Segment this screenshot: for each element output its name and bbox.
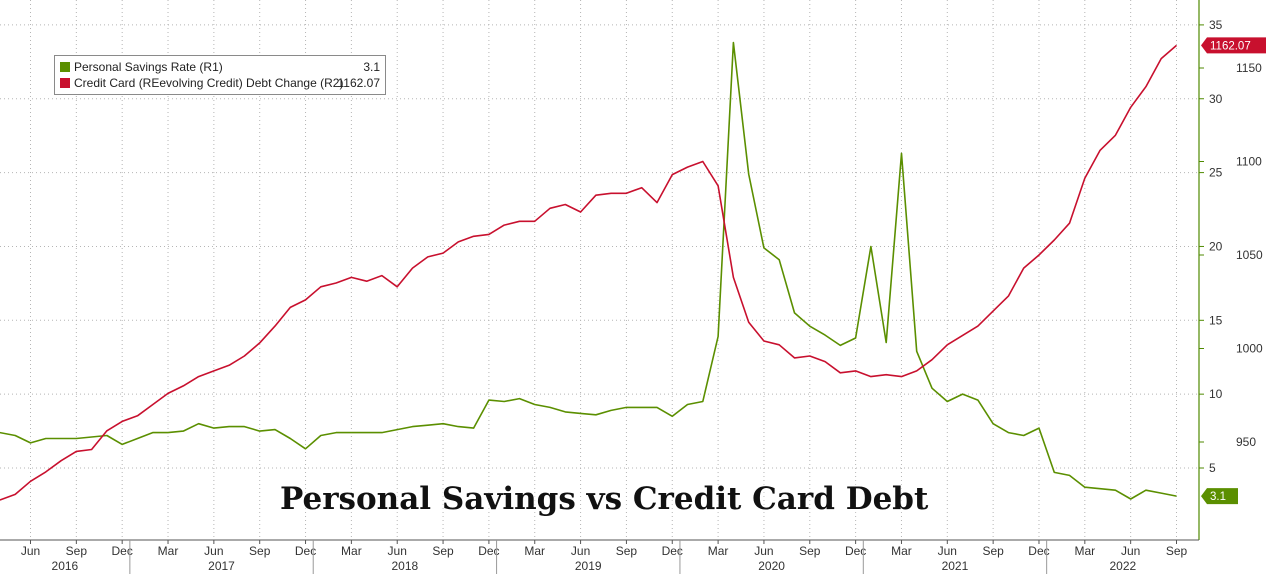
r1-tick-label: 25 [1209,166,1223,180]
month-tick-label: Sep [982,544,1004,558]
legend-label-credit: Credit Card (REevolving Credit) Debt Cha… [74,76,344,90]
chart-title: Personal Savings vs Credit Card Debt [280,481,929,517]
month-tick-label: Dec [478,544,499,558]
month-tick-label: Dec [662,544,683,558]
year-tick-label: 2021 [942,559,969,573]
month-tick-label: Sep [66,544,88,558]
month-tick-label: Sep [799,544,821,558]
axes [0,0,1200,541]
savings-rate-line [0,41,1177,500]
credit-last-value-label: 1162.07 [1210,40,1251,52]
legend-swatch-credit [60,78,70,88]
month-tick-label: Sep [249,544,271,558]
month-tick-label: Sep [616,544,638,558]
month-tick-label: Mar [524,544,545,558]
year-tick-label: 2016 [52,559,79,573]
legend-value-savings: 3.1 [363,60,380,74]
r1-tick-label: 30 [1209,92,1223,106]
legend-item-savings: Personal Savings Rate (R1) [60,59,223,75]
r1-tick-label: 35 [1209,18,1223,32]
legend-swatch-savings [60,62,70,72]
credit-last-value-tag [1201,37,1266,54]
month-tick-label: Jun [204,544,223,558]
legend-item-credit: Credit Card (REevolving Credit) Debt Cha… [60,75,343,91]
year-tick-label: 2020 [758,559,785,573]
month-tick-label: Jun [388,544,407,558]
month-tick-label: Jun [21,544,40,558]
r1-tick-label: 20 [1209,239,1223,253]
month-tick-label: Mar [158,544,179,558]
year-tick-label: 2017 [208,559,235,573]
savings-last-value-label: 3.1 [1210,491,1226,503]
r2-tick-label: 1100 [1236,155,1262,169]
r2-tick-label: 950 [1236,435,1256,449]
credit-card-debt-line [0,44,1178,501]
x-tick-labels: Jun Sep Dec Mar Jun Sep Dec Mar Jun Sep Dec Mar Jun S… [21,540,1188,574]
month-tick-label: Sep [432,544,454,558]
month-tick-label: Dec [845,544,866,558]
month-tick-label: Dec [1028,544,1049,558]
month-tick-label: Mar [891,544,912,558]
month-tick-label: Sep [1166,544,1188,558]
month-tick-label: Mar [1074,544,1095,558]
r1-tick-label: 10 [1209,387,1223,401]
r1-tick-label: 15 [1209,313,1223,327]
r2-tick-label: 1050 [1236,248,1263,262]
year-tick-label: 2018 [392,559,419,573]
year-tick-label: 2019 [575,559,602,573]
y-tick-labels: 5 10 15 20 25 30 35 950 1000 1050 1100 1150 [1199,18,1263,475]
month-tick-label: Dec [112,544,133,558]
last-value-labels: 3.1 1162.07 [1201,37,1266,505]
month-tick-label: Jun [938,544,957,558]
r1-tick-label: 5 [1209,461,1216,475]
r2-tick-label: 1000 [1236,342,1263,356]
r2-tick-label: 1150 [1236,61,1262,75]
year-tick-label: 2022 [1109,559,1136,573]
legend-value-credit: 1162.07 [337,76,381,90]
month-tick-label: Jun [754,544,773,558]
month-tick-label: Jun [1121,544,1140,558]
month-tick-label: Mar [341,544,362,558]
series-layer [0,41,1178,501]
month-tick-label: Jun [571,544,590,558]
legend-label-savings: Personal Savings Rate (R1) [74,60,223,74]
savings-last-value-tag [1201,488,1238,505]
month-tick-label: Dec [295,544,316,558]
month-tick-label: Mar [708,544,729,558]
legend: Personal Savings Rate (R1) 3.1 Credit Ca… [54,55,386,95]
